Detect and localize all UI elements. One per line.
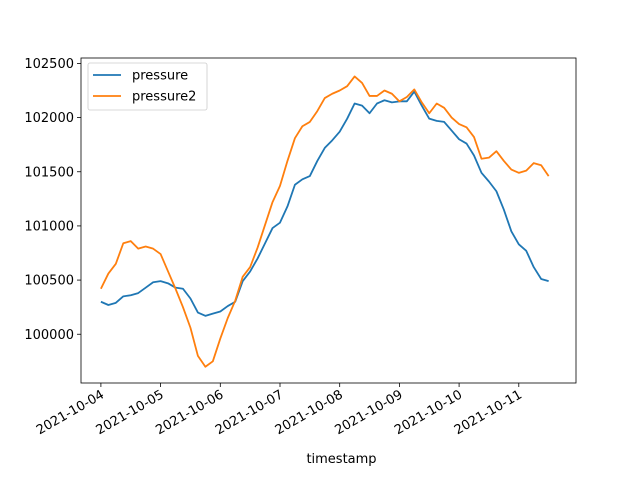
x-axis-label: timestamp <box>306 452 376 467</box>
y-tick-label: 102500 <box>24 57 74 72</box>
series-line-pressure2 <box>100 75 550 368</box>
y-tick-label: 100500 <box>24 274 74 289</box>
y-axis-ticks: 100000 100500 101000 101500 102000 102500 <box>24 57 81 343</box>
series-line-pressure <box>100 90 549 317</box>
legend-label-pressure2: pressure2 <box>132 90 196 105</box>
y-tick-label: 100000 <box>24 328 74 343</box>
x-tick-label: 2021-10-11 <box>452 387 525 438</box>
y-tick-label: 101000 <box>24 219 74 234</box>
series-layer <box>100 75 550 368</box>
legend-label-pressure: pressure <box>132 69 188 84</box>
y-tick-label: 102000 <box>24 111 74 126</box>
legend: pressure pressure2 <box>87 62 208 111</box>
plot-frame <box>80 57 577 384</box>
x-axis-ticks: 2021-10-042021-10-052021-10-062021-10-07… <box>34 383 525 438</box>
y-tick-label: 101500 <box>24 165 74 180</box>
